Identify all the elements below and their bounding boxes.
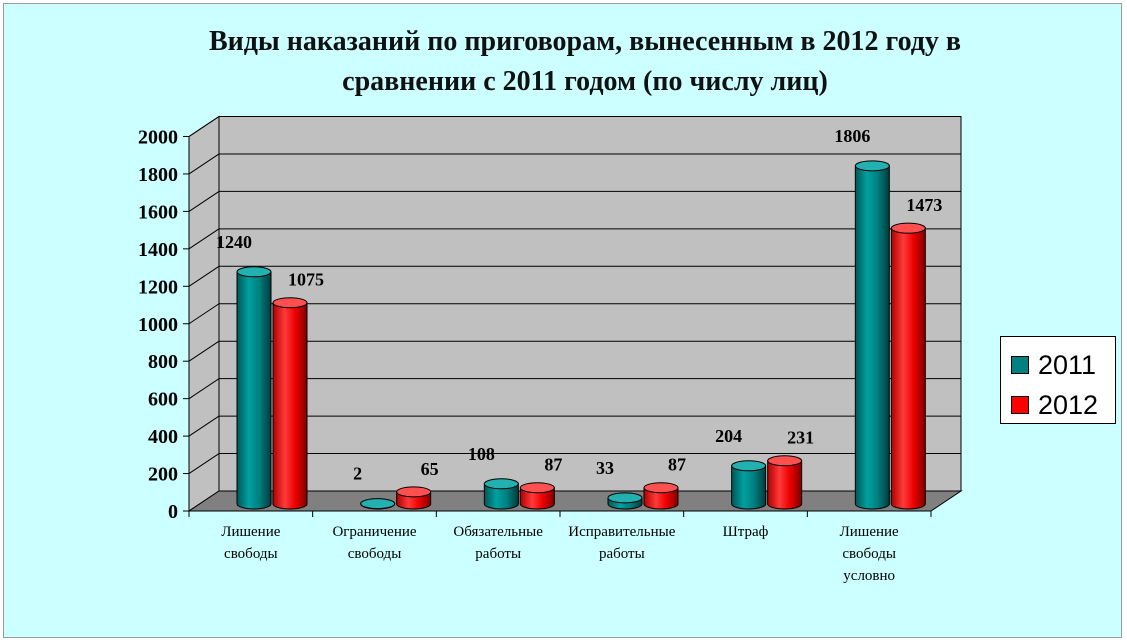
data-label-2011: 108 [468, 444, 495, 464]
data-label-2011: 204 [715, 426, 742, 446]
bar-2011 [607, 492, 643, 510]
gridline-side [188, 190, 220, 212]
bar-top [236, 266, 272, 278]
legend-swatch-2011 [1011, 356, 1029, 374]
data-label-2011: 1240 [216, 232, 252, 252]
y-tick-label: 800 [148, 351, 178, 373]
bar-body [272, 302, 308, 510]
bar-body [643, 487, 679, 510]
y-tick-label: 1000 [138, 314, 178, 336]
x-tick-label: Лишение свободы [221, 524, 280, 562]
bar-2012 [643, 482, 679, 510]
y-tick-label: 1200 [138, 276, 178, 298]
bar-2012 [272, 297, 308, 510]
bar-body [731, 465, 767, 510]
gridline-side [188, 340, 220, 362]
bar-top [396, 486, 432, 498]
x-tick-label-line: свободы [348, 546, 402, 562]
y-tick-label: 0 [168, 501, 178, 523]
x-tick-label-line: работы [599, 546, 645, 562]
data-labels: 1240 2 108 33 204 1806 1075 65 87 87 231 1473 [216, 126, 942, 484]
bars [236, 160, 926, 510]
bar-top [360, 498, 396, 510]
legend-item-2011: 2011 [1011, 350, 1096, 380]
x-tick-label-line: Штраф [723, 524, 769, 540]
gridline-side [188, 453, 220, 474]
bar-body [236, 271, 272, 510]
x-tick-label: Лишение свободы условно [840, 524, 899, 584]
bar-top [272, 297, 308, 309]
gridline-side [188, 116, 220, 137]
y-tick-label: 200 [148, 464, 178, 486]
bar-body [767, 460, 803, 510]
x-tick-label-line: Обязательные [453, 524, 543, 540]
gridlines [188, 116, 961, 474]
x-tick-label: Исправительные работы [568, 524, 675, 562]
y-tick-label: 400 [148, 426, 178, 448]
bar-2011 [854, 160, 890, 510]
bar-2011 [483, 478, 519, 510]
y-tick-label: 1400 [138, 239, 178, 261]
gridline-side [188, 303, 220, 325]
bar-top [483, 478, 519, 490]
bar-top [607, 492, 643, 504]
data-label-2012: 231 [787, 428, 814, 448]
x-tick-label: Ограничение свободы [332, 524, 416, 562]
bar-top [731, 460, 767, 472]
legend-swatch-2012 [1011, 396, 1029, 414]
x-tick-label-line: Лишение [840, 524, 899, 540]
bar-top [890, 222, 926, 234]
y-tick-label: 2000 [138, 127, 178, 149]
data-label-2011: 2 [353, 464, 362, 484]
y-tick-label: 1800 [138, 164, 178, 186]
bar-top [643, 482, 679, 494]
bar-top [854, 160, 890, 172]
x-tick-label-line: Лишение [221, 524, 280, 540]
legend: 2011 2012 [1000, 336, 1116, 424]
x-tick-label-line: свободы [842, 546, 896, 562]
x-tick-label-line: Исправительные [568, 524, 675, 540]
bar-2012 [890, 222, 926, 510]
bar-2011 [360, 498, 396, 510]
bar-2012 [519, 482, 555, 510]
bar-2012 [396, 486, 432, 510]
bar-top [767, 455, 803, 467]
y-axis: 0 200 400 600 800 1000 1200 1400 1600 1800 2000 [138, 127, 190, 523]
bar-2011 [731, 460, 767, 510]
legend-label-2011: 2011 [1038, 349, 1097, 380]
y-tick-label: 1600 [138, 201, 178, 223]
y-tick-label: 600 [148, 389, 178, 411]
legend-item-2012: 2012 [1011, 390, 1098, 420]
gridline-side [188, 265, 220, 287]
gridline-side [188, 415, 220, 437]
bar-body [519, 487, 555, 510]
data-label-2012: 1473 [906, 195, 942, 215]
x-tick-label: Штраф [723, 524, 769, 540]
chart-title: Виды наказаний по приговорам, вынесенным… [208, 26, 962, 97]
data-label-2012: 87 [668, 455, 686, 475]
x-tick-label-line: работы [475, 546, 521, 562]
gridline-side [188, 228, 220, 250]
gridline-side [188, 153, 220, 175]
x-tick-label: Обязательные работы [453, 524, 543, 562]
data-label-2011: 1806 [834, 126, 870, 146]
bar-top [519, 482, 555, 494]
bar-body [890, 227, 926, 510]
data-label-2012: 1075 [288, 270, 324, 290]
gridline-side [188, 378, 220, 400]
bar-2012 [767, 455, 803, 510]
bar-body [854, 165, 890, 510]
legend-label-2012: 2012 [1038, 389, 1099, 420]
x-tick-label-line: условно [843, 568, 895, 584]
x-tick-label-line: свободы [224, 546, 278, 562]
data-label-2012: 65 [421, 459, 439, 479]
x-axis: Лишение свободы Ограничение свободы Обязател… [188, 511, 932, 584]
bar-body [483, 483, 519, 510]
bar-2011 [236, 266, 272, 510]
data-label-2012: 87 [544, 455, 562, 475]
data-label-2011: 33 [596, 458, 614, 478]
x-tick-label-line: Ограничение [332, 524, 416, 540]
